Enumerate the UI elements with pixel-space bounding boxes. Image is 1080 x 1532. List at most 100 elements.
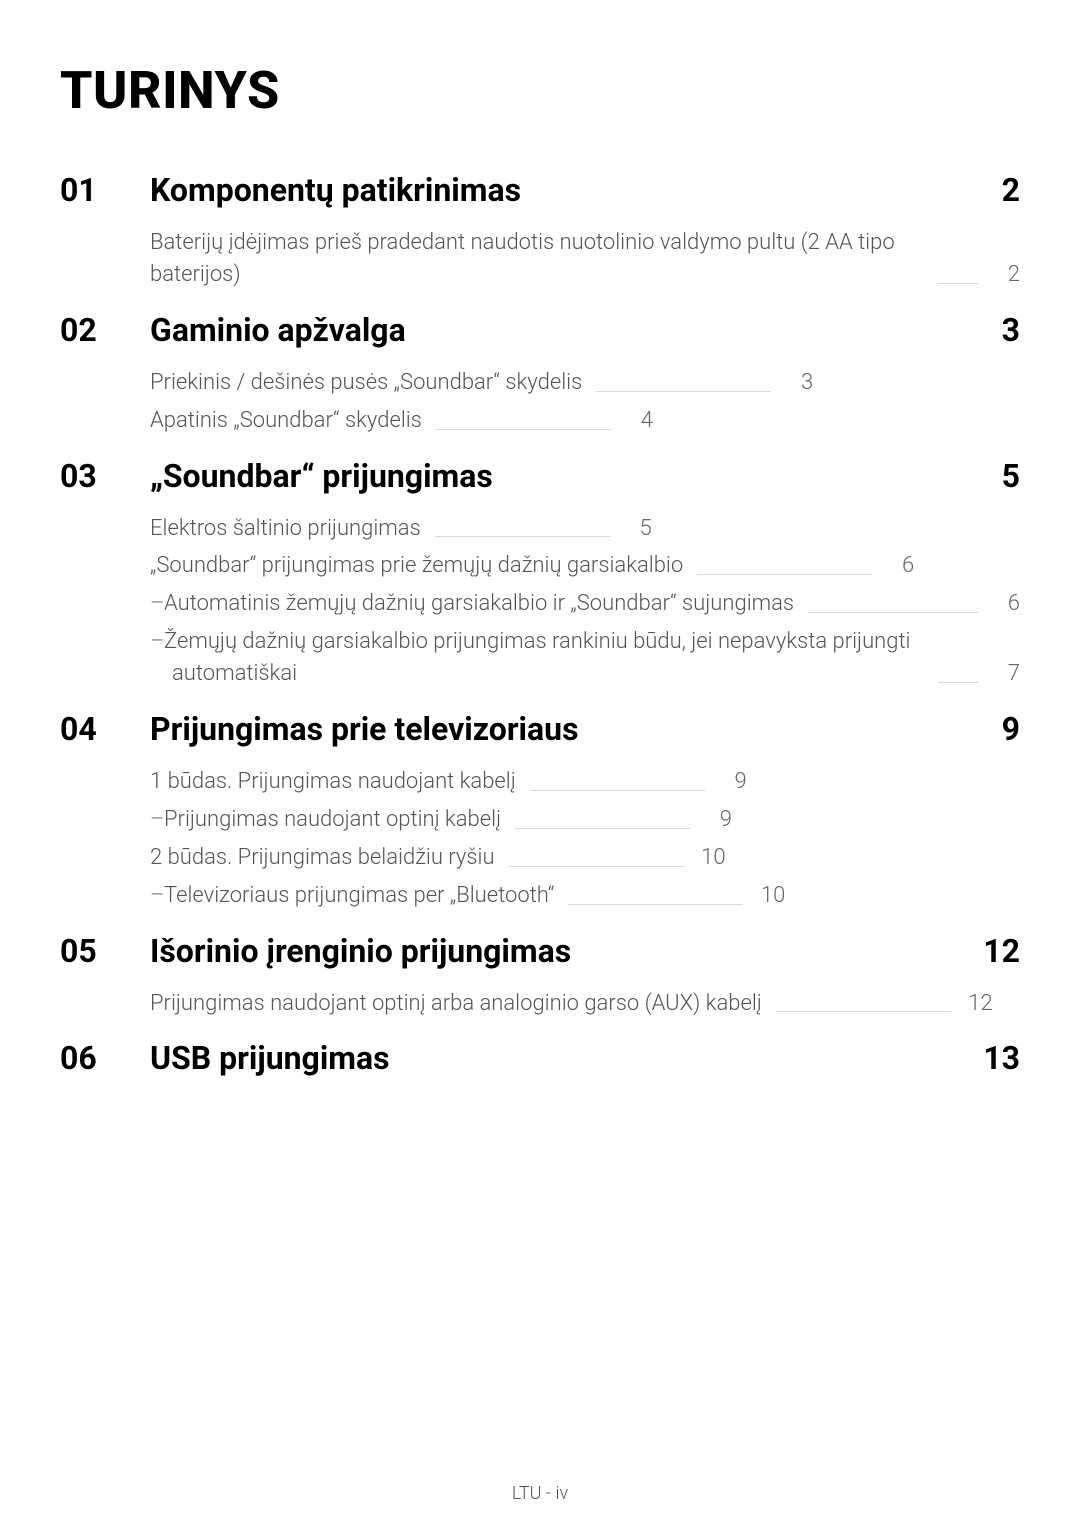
toc-entry-label: Prijungimas naudojant optinį kabelį — [164, 807, 501, 832]
toc-entry-label: Televizoriaus prijungimas per „Bluetooth… — [164, 883, 554, 908]
toc-section: 01Komponentų patikrinimas2Baterijų įdėji… — [60, 171, 1020, 291]
toc-entry[interactable]: „Soundbar“ prijungimas prie žemųjų dažni… — [150, 550, 1020, 582]
dash-icon: – — [150, 804, 164, 836]
toc-section: 06USB prijungimas13 — [60, 1039, 1020, 1077]
section-page-number: 12 — [980, 932, 1020, 970]
section-page-number: 2 — [980, 171, 1020, 209]
toc-entry-page: 10 — [698, 842, 726, 874]
toc-entries: Elektros šaltinio prijungimas 5 „Soundbar“… — [150, 513, 1020, 690]
section-page-number: 9 — [980, 710, 1020, 748]
toc-entry-label: Žemųjų dažnių garsiakalbio prijungimas r… — [164, 629, 911, 686]
leader-line — [938, 682, 978, 683]
dash-icon: – — [150, 880, 164, 912]
toc-entry-text: 1 būdas. Prijungimas naudojant kabelį — [150, 766, 516, 798]
toc-entries: Prijungimas naudojant optinį arba analog… — [150, 988, 1020, 1020]
toc-entries: Priekinis / dešinės pusės „Soundbar“ sky… — [150, 367, 1020, 437]
section-title: Išorinio įrenginio prijungimas — [150, 932, 980, 970]
toc-entry-text: „Soundbar“ prijungimas prie žemųjų dažni… — [150, 550, 683, 582]
toc-entry[interactable]: Baterijų įdėjimas prieš pradedant naudot… — [150, 227, 1020, 291]
toc-entry[interactable]: Prijungimas naudojant optinį arba analog… — [150, 988, 1020, 1020]
toc-entry[interactable]: Priekinis / dešinės pusės „Soundbar“ sky… — [150, 367, 1020, 399]
toc-entry-page: 7 — [992, 658, 1020, 690]
dash-icon: – — [150, 626, 164, 658]
toc-entry-label: Apatinis „Soundbar“ skydelis — [150, 408, 422, 433]
toc-entry-label: Prijungimas naudojant optinį arba analog… — [150, 991, 762, 1016]
toc-entry-text: Baterijų įdėjimas prieš pradedant naudot… — [150, 227, 924, 291]
section-number: 01 — [60, 171, 150, 209]
section-page-number: 3 — [980, 311, 1020, 349]
toc-section-header[interactable]: 01Komponentų patikrinimas2 — [60, 171, 1020, 209]
toc-entry-label: 1 būdas. Prijungimas naudojant kabelį — [150, 769, 516, 794]
toc-section-header[interactable]: 03„Soundbar“ prijungimas5 — [60, 457, 1020, 495]
toc-entry-label: Automatinis žemųjų dažnių garsiakalbio i… — [164, 591, 794, 616]
toc-entry-page: 2 — [992, 259, 1020, 291]
toc-entry-page: 12 — [965, 988, 993, 1020]
section-number: 06 — [60, 1039, 150, 1077]
toc-entry-page: 10 — [757, 880, 785, 912]
leader-line — [776, 1011, 951, 1012]
toc-entry-label: 2 būdas. Prijungimas belaidžiu ryšiu — [150, 845, 495, 870]
toc-section-header[interactable]: 05Išorinio įrenginio prijungimas12 — [60, 932, 1020, 970]
dash-icon: – — [150, 588, 164, 620]
leader-line — [530, 790, 705, 791]
toc-entry[interactable]: 1 būdas. Prijungimas naudojant kabelį 9 — [150, 766, 1020, 798]
toc-entry-page: 9 — [704, 804, 732, 836]
toc-entry-text: Apatinis „Soundbar“ skydelis — [150, 405, 422, 437]
toc-entries: Baterijų įdėjimas prieš pradedant naudot… — [150, 227, 1020, 291]
toc-entry-text: Elektros šaltinio prijungimas — [150, 513, 421, 545]
section-page-number: 13 — [980, 1039, 1020, 1077]
toc-entry[interactable]: Apatinis „Soundbar“ skydelis 4 — [150, 405, 1020, 437]
toc-entry-text: –Televizoriaus prijungimas per „Bluetoot… — [150, 880, 554, 912]
toc-container: 01Komponentų patikrinimas2Baterijų įdėji… — [60, 171, 1020, 1077]
toc-entry-label: Baterijų įdėjimas prieš pradedant naudot… — [150, 230, 895, 287]
section-number: 04 — [60, 710, 150, 748]
leader-line — [938, 283, 978, 284]
toc-entry-page: 5 — [624, 513, 652, 545]
leader-line — [509, 866, 684, 867]
toc-entry-page: 6 — [886, 550, 914, 582]
toc-entry[interactable]: –Žemųjų dažnių garsiakalbio prijungimas … — [150, 626, 1020, 690]
section-title: „Soundbar“ prijungimas — [150, 457, 980, 495]
toc-section: 04Prijungimas prie televizoriaus91 būdas… — [60, 710, 1020, 912]
section-title: Prijungimas prie televizoriaus — [150, 710, 980, 748]
toc-section-header[interactable]: 04Prijungimas prie televizoriaus9 — [60, 710, 1020, 748]
toc-entry[interactable]: –Prijungimas naudojant optinį kabelį 9 — [150, 804, 1020, 836]
toc-entry-page: 6 — [992, 588, 1020, 620]
toc-entry-text: Prijungimas naudojant optinį arba analog… — [150, 988, 762, 1020]
toc-entry[interactable]: –Automatinis žemųjų dažnių garsiakalbio … — [150, 588, 1020, 620]
document-page: TURINYS 01Komponentų patikrinimas2Bateri… — [0, 0, 1080, 1532]
toc-entry-text: –Prijungimas naudojant optinį kabelį — [150, 804, 501, 836]
section-title: USB prijungimas — [150, 1039, 980, 1077]
section-number: 02 — [60, 311, 150, 349]
toc-section-header[interactable]: 06USB prijungimas13 — [60, 1039, 1020, 1077]
toc-entry-page: 9 — [719, 766, 747, 798]
section-title: Komponentų patikrinimas — [150, 171, 980, 209]
toc-entry-page: 3 — [785, 367, 813, 399]
leader-line — [435, 536, 610, 537]
leader-line — [596, 391, 771, 392]
toc-section-header[interactable]: 02Gaminio apžvalga3 — [60, 311, 1020, 349]
leader-line — [697, 574, 872, 575]
leader-line — [515, 828, 690, 829]
toc-entry-text: Priekinis / dešinės pusės „Soundbar“ sky… — [150, 367, 582, 399]
toc-entry[interactable]: 2 būdas. Prijungimas belaidžiu ryšiu 10 — [150, 842, 1020, 874]
toc-entry[interactable]: –Televizoriaus prijungimas per „Bluetoot… — [150, 880, 1020, 912]
toc-entries: 1 būdas. Prijungimas naudojant kabelį9–P… — [150, 766, 1020, 912]
section-number: 05 — [60, 932, 150, 970]
toc-section: 02Gaminio apžvalga3Priekinis / dešinės p… — [60, 311, 1020, 437]
page-title: TURINYS — [60, 60, 1020, 121]
page-footer: LTU - iv — [0, 1483, 1080, 1504]
section-title: Gaminio apžvalga — [150, 311, 980, 349]
toc-entry[interactable]: Elektros šaltinio prijungimas 5 — [150, 513, 1020, 545]
toc-entry-text: 2 būdas. Prijungimas belaidžiu ryšiu — [150, 842, 495, 874]
toc-entry-label: Priekinis / dešinės pusės „Soundbar“ sky… — [150, 370, 582, 395]
toc-entry-text: –Žemųjų dažnių garsiakalbio prijungimas … — [150, 626, 924, 690]
toc-entry-label: „Soundbar“ prijungimas prie žemųjų dažni… — [150, 553, 683, 578]
section-number: 03 — [60, 457, 150, 495]
toc-section: 05Išorinio įrenginio prijungimas12Prijun… — [60, 932, 1020, 1020]
toc-entry-label: Elektros šaltinio prijungimas — [150, 516, 421, 541]
toc-entry-page: 4 — [625, 405, 653, 437]
toc-entry-text: –Automatinis žemųjų dažnių garsiakalbio … — [150, 588, 794, 620]
leader-line — [436, 429, 611, 430]
section-page-number: 5 — [980, 457, 1020, 495]
